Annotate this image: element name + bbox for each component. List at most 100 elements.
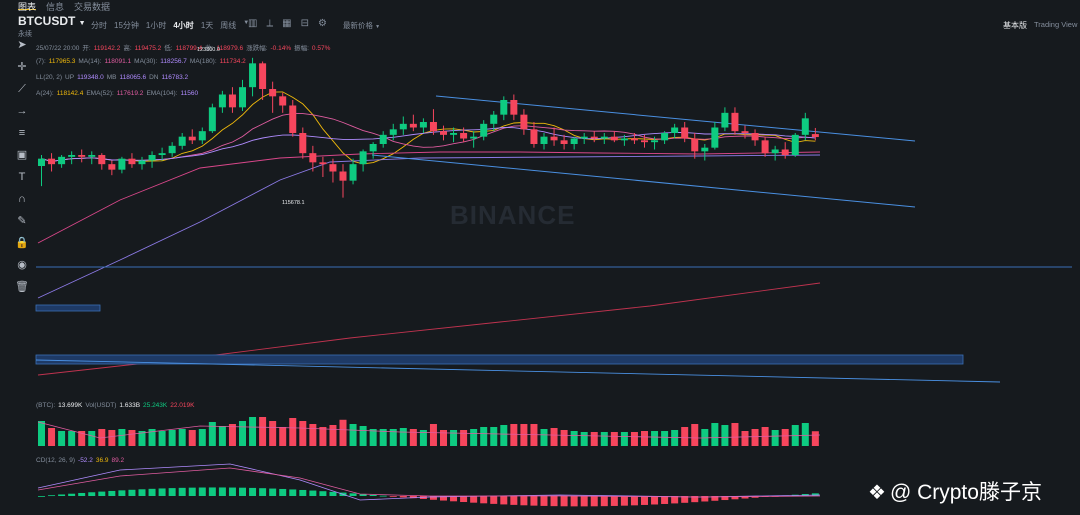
macd-bar [379, 495, 387, 497]
candle-body [520, 114, 528, 130]
volume-bar [450, 430, 458, 446]
symbol-selector[interactable]: BTCUSDT ▼ [18, 14, 86, 28]
credit-text: @ Crypto滕子京 [889, 481, 1042, 504]
eye-icon[interactable]: ◉ [17, 259, 27, 271]
interval-15m[interactable]: 15分钟 [114, 21, 139, 30]
volume-bar [610, 432, 618, 446]
macd-bar [239, 487, 246, 496]
cursor-icon[interactable]: ➤ [17, 39, 27, 51]
interval-1w[interactable]: 周线 [220, 21, 237, 30]
view-basic[interactable]: 基本版 [1003, 21, 1027, 30]
macd-bar [198, 487, 206, 496]
shape-icon[interactable]: ▣ [16, 149, 28, 161]
price-mode-select[interactable]: 最新价格 ▼ [343, 20, 380, 31]
candle-body [741, 131, 749, 133]
candle-body [691, 138, 699, 152]
interval-1m[interactable]: 分时 [91, 21, 107, 30]
trash-icon[interactable]: 🗑 [15, 281, 29, 293]
ma-row-item: 118256.7 [160, 58, 187, 65]
volume-bar [319, 427, 327, 446]
macd-bar [228, 487, 236, 496]
lock-icon[interactable]: 🔒 [15, 237, 29, 249]
volume-bar [711, 423, 719, 446]
vol-row-item: (BTC): [36, 402, 56, 409]
volume-bar [249, 417, 257, 446]
candle-body [369, 144, 377, 152]
arrow-icon[interactable]: → [16, 105, 28, 117]
volume-bar [68, 431, 76, 446]
volume-bar [691, 424, 699, 446]
macd-bar [580, 496, 588, 507]
tab-chart[interactable]: 图表 [18, 2, 37, 12]
moving-average-line [41, 91, 816, 165]
vol-row-item: 25.243K [143, 402, 168, 409]
candle-style-icon[interactable]: ▥ [248, 18, 258, 29]
volume-bar [379, 429, 387, 446]
channel-upper-line [435, 95, 916, 142]
eraser-icon[interactable]: ✎ [17, 215, 27, 227]
candle-body [399, 123, 407, 130]
macd-bar [389, 496, 397, 497]
volume-bar [329, 425, 337, 446]
symbol-name: BTCUSDT [18, 14, 76, 28]
candle-body [108, 164, 116, 170]
tab-info[interactable]: 信息 [46, 2, 65, 12]
candle-body [731, 112, 739, 132]
layout-icon[interactable]: ▦ [282, 18, 292, 29]
text-icon[interactable]: T [18, 171, 26, 183]
tab-trading-data[interactable]: 交易数据 [74, 2, 111, 12]
volume-bar [651, 431, 659, 446]
macd-bar [731, 496, 739, 500]
macd-bar [590, 496, 598, 507]
binance-watermark: BINANCE [450, 200, 576, 230]
candle-body [811, 134, 819, 138]
crosshair-icon[interactable]: ✛ [17, 61, 27, 73]
candle-body [761, 140, 769, 154]
ohlc-row-item: -0.14% [270, 45, 292, 52]
candle-body [98, 155, 106, 165]
magnet-icon[interactable]: ∩ [18, 193, 26, 205]
candle-body [148, 155, 156, 161]
ma-row-item: 117965.3 [48, 58, 76, 65]
interval-1h[interactable]: 1小时 [145, 21, 167, 30]
macd-bars [37, 463, 821, 507]
view-tradingview[interactable]: Trading View [1034, 20, 1078, 29]
top-tabs: 图表 信息 交易数据 [18, 0, 111, 12]
macd-bar [620, 496, 628, 506]
macd-bar [269, 488, 277, 496]
settings-gear-icon[interactable]: ⚙ [317, 18, 327, 29]
macd-bar [359, 494, 367, 496]
volume-bar [188, 430, 196, 446]
candle-body [540, 136, 548, 144]
candle-body [178, 136, 186, 146]
macd-bar [500, 496, 508, 505]
indicators-icon[interactable]: ⟂ [266, 18, 274, 29]
macd-bar [108, 490, 116, 496]
fib-icon[interactable]: ≡ [18, 127, 26, 139]
volume-bar [118, 429, 126, 446]
volume-bar [661, 431, 669, 446]
macd-bar [671, 496, 679, 504]
candle-body [389, 129, 397, 135]
candle-body [198, 131, 206, 141]
templates-icon[interactable]: ⊟ [300, 18, 309, 29]
trend-line-icon[interactable]: ⟋ [18, 83, 26, 95]
candle-body [48, 158, 56, 165]
volume-bar [641, 431, 648, 446]
ema-row-item: 11560 [180, 90, 199, 97]
macd-bar [450, 496, 458, 502]
more-intervals-icon[interactable]: ▼ [243, 20, 250, 26]
candle-body [339, 171, 347, 181]
interval-bar: 分时 15分钟 1小时 4小时 1天 周线 ▼ [91, 20, 249, 31]
candle-body [560, 140, 568, 144]
boll-row-item: 116783.2 [161, 74, 189, 81]
chart-tools: ▥ ⟂ ▦ ⊟ ⚙ [248, 18, 327, 29]
macd-bar [560, 496, 568, 507]
interval-4h[interactable]: 4小时 [173, 21, 194, 30]
macd-signal-line [37, 467, 821, 498]
macd-bar [208, 487, 216, 496]
candle-body [721, 112, 729, 128]
interval-1d[interactable]: 1天 [200, 21, 214, 30]
volume-bar [630, 432, 638, 446]
